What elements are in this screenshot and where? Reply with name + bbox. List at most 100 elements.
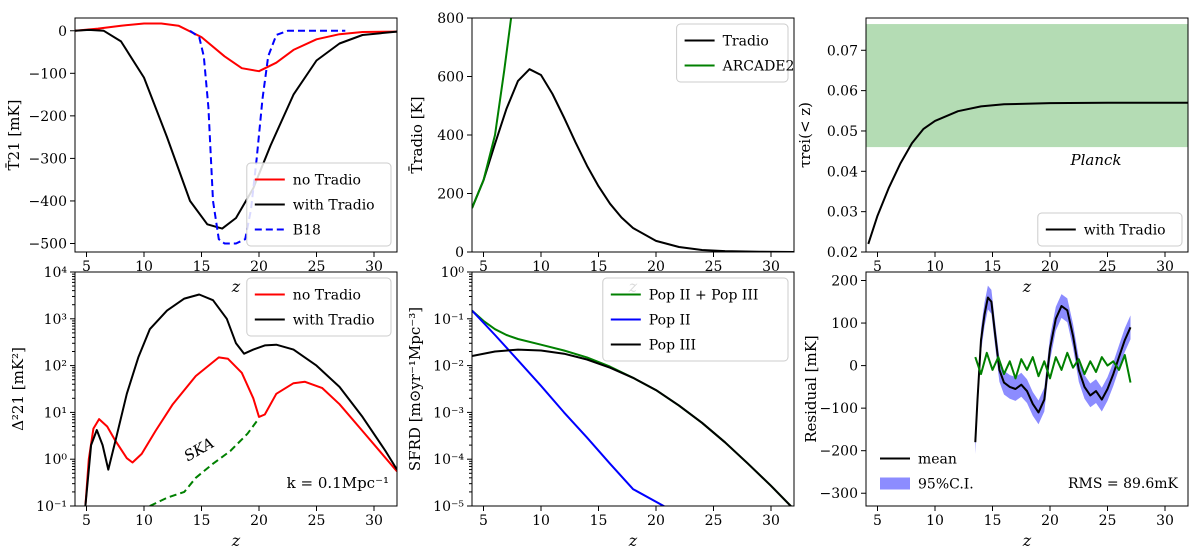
- y-tick-label: 10⁻³: [433, 405, 464, 421]
- y-tick-label: 10⁰: [441, 265, 465, 281]
- legend: no Tradio with Tradio: [246, 277, 392, 337]
- x-tick-label: 5: [873, 513, 882, 529]
- y-tick-label: 600: [437, 70, 464, 86]
- y-tick-label: 0.06: [827, 84, 858, 100]
- ska-label: SKA: [181, 434, 218, 466]
- y-axis-label: τrei(< z): [796, 102, 814, 168]
- y-tick-label: 0.04: [827, 164, 858, 180]
- y-tick-label: −100: [820, 401, 858, 417]
- x-tick-label: 20: [647, 259, 665, 275]
- y-tick-label: 400: [437, 128, 464, 144]
- axes-frame: [74, 17, 398, 253]
- x-tick-label: 15: [590, 513, 608, 529]
- plot-area: [472, 309, 793, 506]
- x-tick-label: 30: [762, 513, 780, 529]
- series-line-ska: [149, 417, 260, 506]
- x-axis-label: z: [231, 531, 241, 550]
- planck-band: [866, 24, 1188, 148]
- legend-label: B18: [293, 223, 321, 239]
- legend-label: no Tradio: [293, 173, 361, 189]
- legend-box: [246, 162, 392, 247]
- series-line-with-tradio: [75, 28, 397, 230]
- rms-annotation: RMS = 89.6mK: [1068, 476, 1179, 492]
- legend-label: with Tradio: [293, 198, 375, 214]
- chart-panel-6: 5 10 15 20 25 30 z 200 100 0 −100 −200 −300 Residual …: [802, 271, 1189, 550]
- x-axis-label: z: [1022, 277, 1032, 296]
- x-tick-label: 5: [82, 513, 91, 529]
- legend-label: Tradio: [723, 34, 769, 50]
- series-line-pop-iii: [472, 348, 793, 506]
- x-tick-label: 20: [250, 513, 268, 529]
- plot-area: [866, 24, 1188, 245]
- axes-frame: [865, 271, 1189, 507]
- y-tick-label: −400: [29, 194, 67, 210]
- chart-panel-2: 51015202530z0200400600800T̄radio [K]Trad…: [408, 11, 795, 296]
- y-tick-label: 10⁻²: [433, 359, 464, 375]
- y-tick-label: 10⁻¹: [36, 499, 67, 515]
- x-tick-label: 10: [532, 259, 550, 275]
- y-tick-label: 10²: [44, 359, 67, 375]
- y-tick-label: 200: [831, 274, 858, 290]
- planck-label: Planck: [1070, 151, 1122, 169]
- y-tick-label: 0.02: [827, 245, 858, 261]
- legend-label: Pop III: [649, 338, 696, 354]
- legend-box: [246, 277, 392, 337]
- legend-label: 95%C.I.: [918, 477, 974, 493]
- y-axis-label: Residual [mK]: [802, 335, 820, 443]
- x-tick-label: 20: [1041, 259, 1059, 275]
- x-tick-label: 30: [365, 259, 383, 275]
- chart-panel-3: 5 10 15 20 25 30 z 0.02 0.03 0.04 0.05 0.06 0.07 τrei…: [796, 17, 1189, 296]
- legend-label: no Tradio: [293, 288, 361, 304]
- x-tick-label: 25: [308, 513, 326, 529]
- y-tick-label: −100: [29, 66, 67, 82]
- x-tick-label: 5: [82, 259, 91, 275]
- series-line-with-tradio: [867, 101, 1188, 245]
- legend-box: [602, 277, 789, 362]
- x-tick-label: 10: [926, 513, 944, 529]
- legend: mean 95%C.I.: [880, 452, 974, 493]
- x-tick-label: 15: [590, 259, 608, 275]
- series-line-b18: [189, 29, 346, 245]
- series-line-no-tradio: [75, 22, 397, 73]
- legend: with Tradio: [1037, 212, 1183, 247]
- series-line-residual: [974, 351, 1132, 383]
- x-tick-label: 5: [873, 259, 882, 275]
- y-axis-label: Δ²21 [mK²]: [9, 347, 27, 431]
- x-tick-label: 20: [647, 513, 665, 529]
- y-tick-label: −500: [29, 236, 67, 252]
- x-tick-label: 15: [193, 513, 211, 529]
- legend: Pop II + Pop III Pop II Pop III: [602, 277, 789, 362]
- x-tick-label: 5: [479, 513, 488, 529]
- y-tick-label: 100: [831, 316, 858, 332]
- axes-frame: [865, 17, 1189, 253]
- chart-panel-1: 5 10 15 20 25 30 z 0 −100 −200 −300 −400 −500 T̄21 [m…: [5, 17, 398, 296]
- y-tick-label: 0: [455, 245, 464, 261]
- y-tick-label: 0: [58, 24, 67, 40]
- y-tick-label: 10¹: [44, 405, 67, 421]
- legend: no Tradio with Tradio B18: [246, 162, 392, 247]
- y-axis-label: T̄21 [mK]: [5, 100, 23, 171]
- legend-box: [676, 23, 789, 83]
- x-tick-label: 30: [365, 513, 383, 529]
- axes-frame: [74, 271, 398, 507]
- x-tick-label: 25: [1099, 513, 1117, 529]
- chart-panel-4: 5 10 15 20 25 30 z 10⁻¹ 10⁰ 10¹ 10² 10³ 10⁴ Δ²21 [mK²…: [9, 265, 398, 550]
- y-tick-label: 200: [437, 187, 464, 203]
- legend-patch: [880, 477, 910, 490]
- legend-box: [1037, 212, 1183, 247]
- y-tick-label: 0.07: [827, 43, 858, 59]
- series-line-arcade2: [472, 18, 513, 209]
- y-tick-label: −300: [29, 151, 67, 167]
- legend-label: mean: [918, 452, 957, 468]
- x-tick-label: 15: [984, 513, 1002, 529]
- x-tick-label: 25: [1099, 259, 1117, 275]
- series-line-pop-ii: [472, 309, 666, 506]
- x-tick-label: 10: [532, 513, 550, 529]
- y-tick-label: 10⁻⁴: [433, 452, 464, 468]
- plot-area: [472, 18, 794, 252]
- x-tick-label: 15: [193, 259, 211, 275]
- x-tick-label: 30: [1156, 513, 1174, 529]
- x-tick-label: 15: [984, 259, 1002, 275]
- y-tick-label: 10⁴: [44, 265, 68, 281]
